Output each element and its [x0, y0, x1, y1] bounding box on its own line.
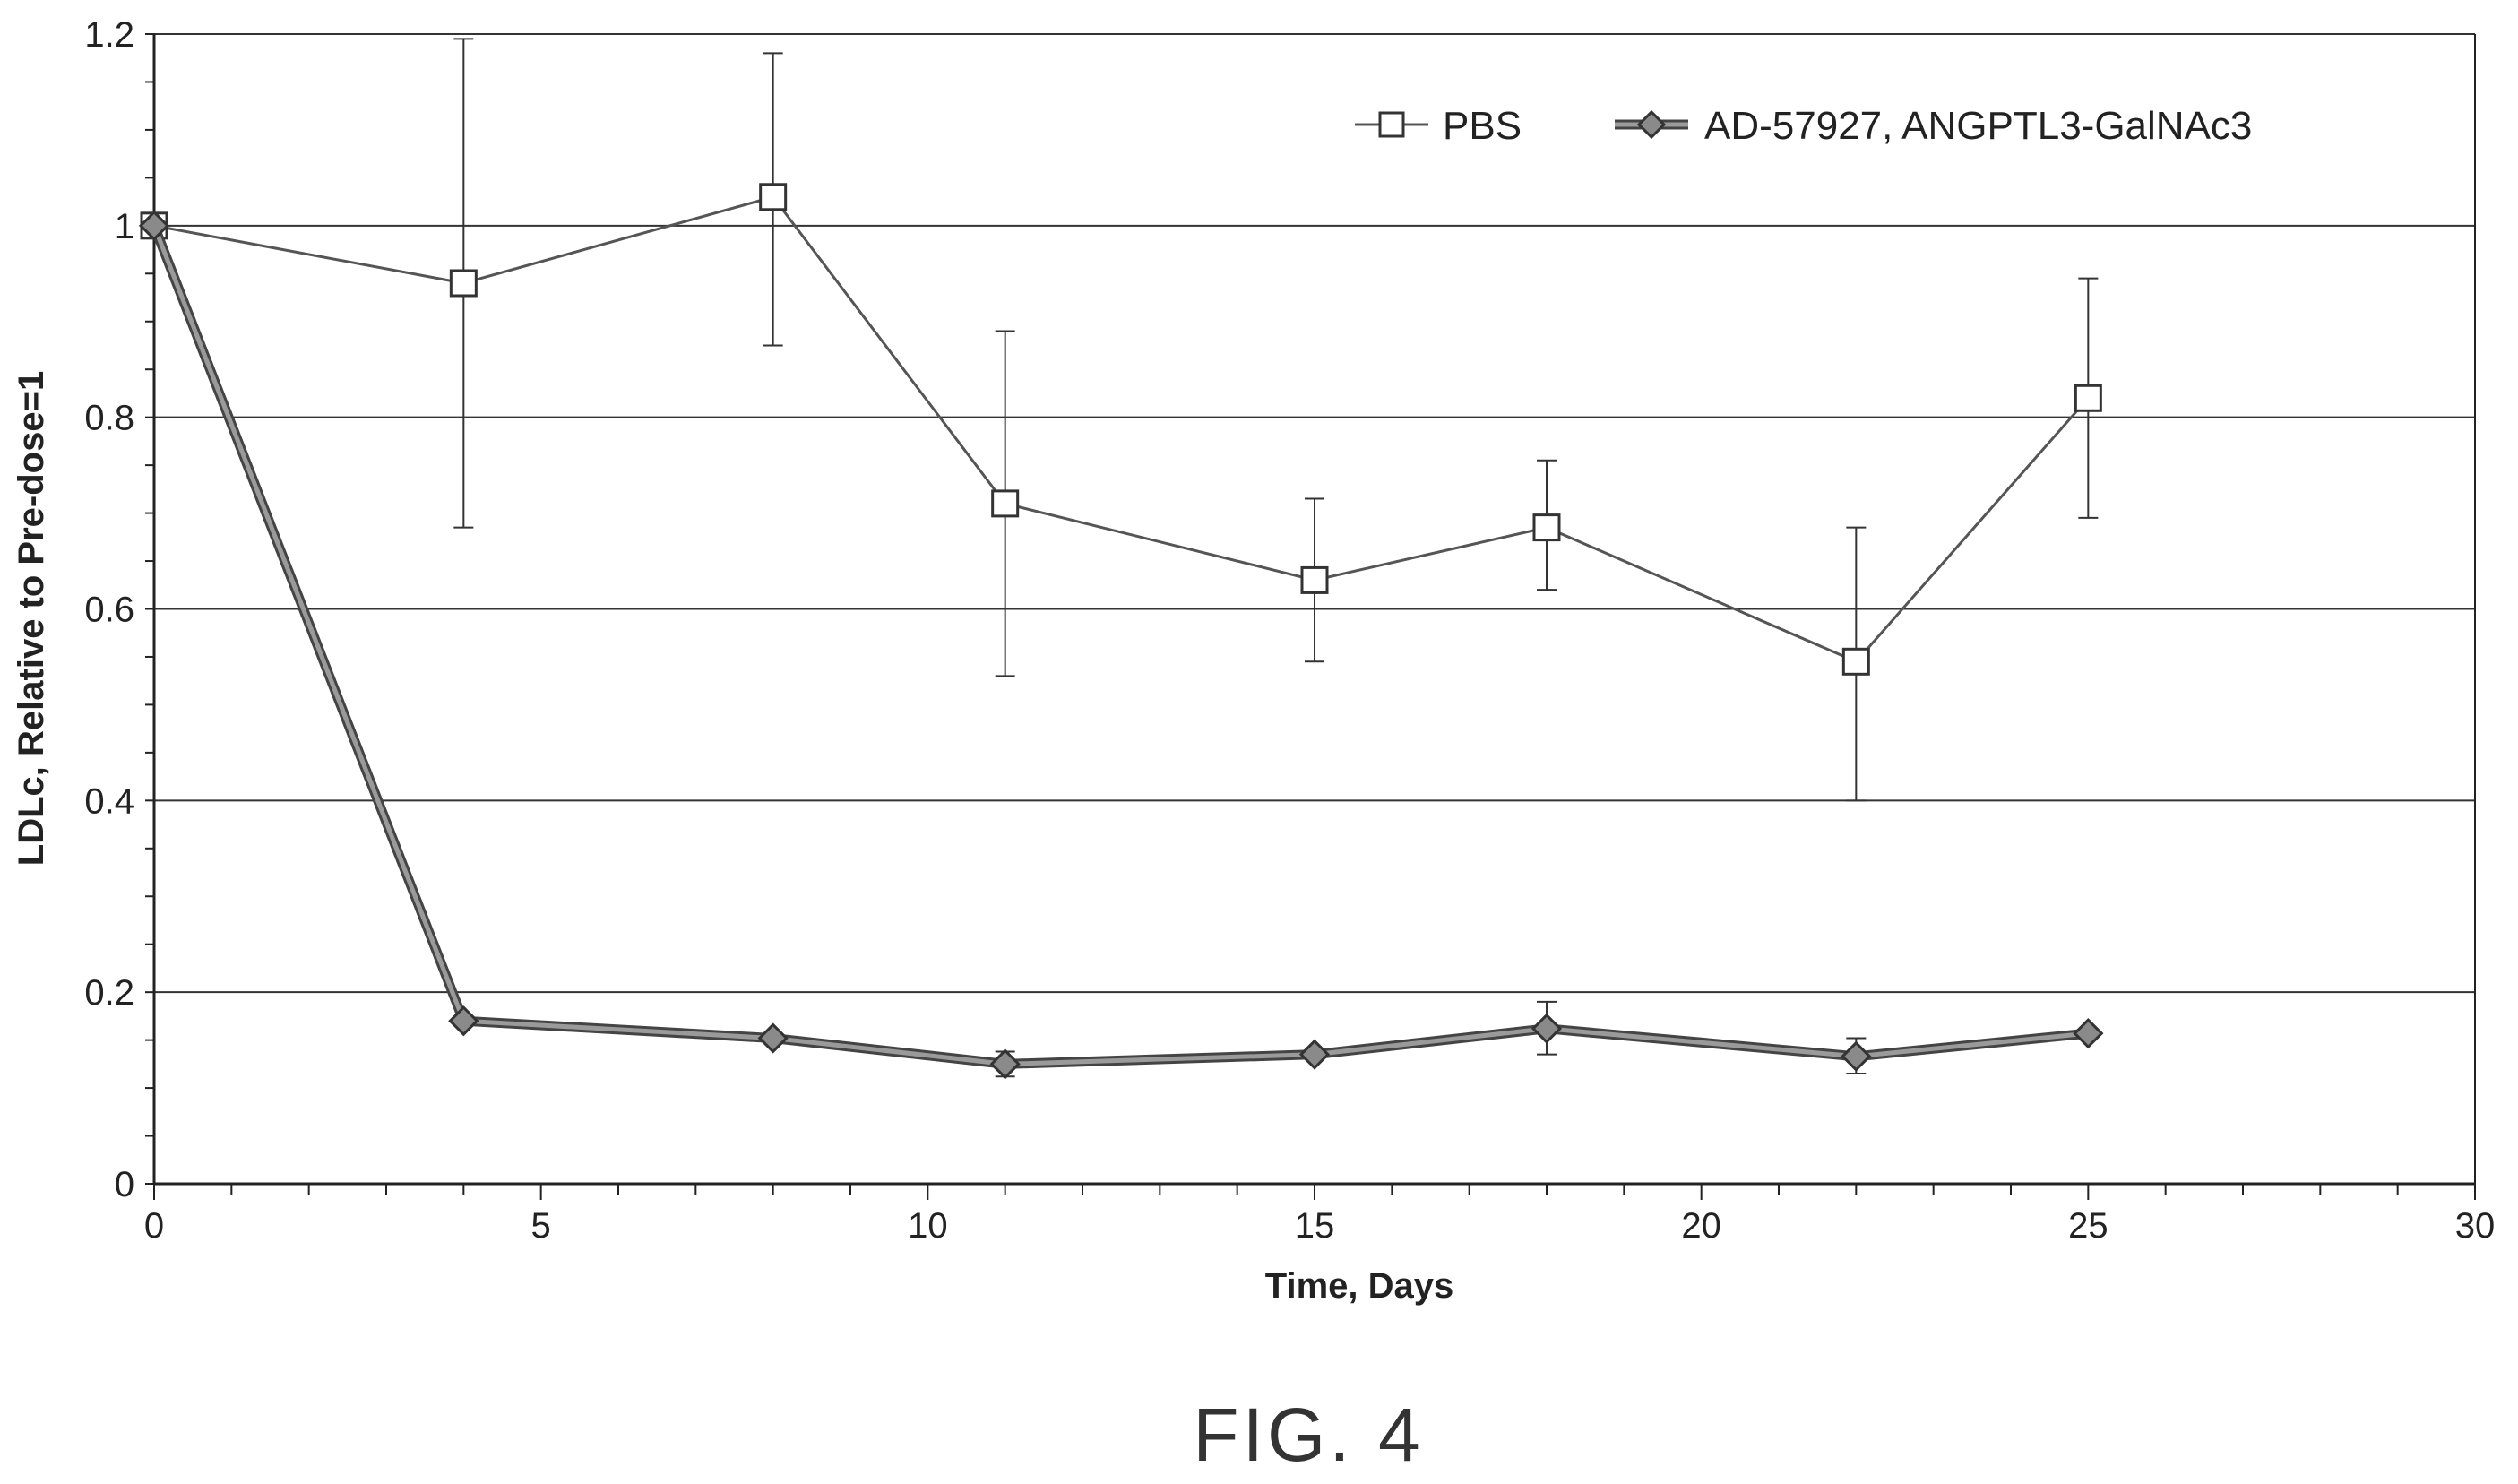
data-point	[1841, 647, 1870, 676]
y-tick-label: 1.2	[84, 15, 134, 55]
y-axis-title: LDLc, Relative to Pre-dose=1	[12, 371, 51, 866]
data-point	[138, 210, 170, 241]
x-tick-labels: 0 5 10 15 20 25 30	[144, 1206, 2495, 1246]
data-point	[449, 269, 478, 298]
y-tick-labels: 0 0.2 0.4 0.6 0.8 1 1.2	[84, 15, 134, 1204]
series-pbs	[140, 38, 2102, 802]
data-point	[757, 1022, 789, 1054]
data-point	[1300, 565, 1329, 594]
x-tick-label: 20	[1681, 1206, 1721, 1246]
data-point	[1841, 1040, 1872, 1072]
data-point	[989, 1048, 1021, 1080]
y-tick-label: 0.4	[84, 781, 134, 821]
series-line	[153, 195, 2090, 664]
data-point	[1531, 1013, 1563, 1044]
x-axis-title: Time, Days	[1265, 1266, 1454, 1306]
series-lines	[138, 38, 2104, 1080]
legend-item-ad-57927: AD-57927, ANGPTL3-GalNAc3	[1615, 104, 2252, 148]
y-tick-label: 0.8	[84, 399, 134, 438]
legend-label: AD-57927, ANGPTL3-GalNAc3	[1704, 104, 2252, 148]
data-point	[2074, 384, 2102, 412]
legend: PBS AD-57927, ANGPTL3-GalNAc3	[1355, 104, 2252, 148]
y-tick-label: 0.2	[84, 973, 134, 1013]
data-point	[448, 1005, 479, 1037]
x-tick-label: 25	[2068, 1206, 2108, 1246]
legend-marker	[1378, 111, 1405, 138]
y-tick-label: 1	[115, 207, 134, 246]
data-point	[759, 183, 788, 211]
data-point	[1532, 513, 1561, 542]
x-tick-label: 5	[531, 1206, 551, 1246]
x-tick-label: 15	[1295, 1206, 1335, 1246]
data-point	[2073, 1018, 2104, 1049]
x-tick-label: 30	[2455, 1206, 2496, 1246]
series-ad-57927	[138, 210, 2104, 1080]
legend-label: PBS	[1443, 104, 1522, 148]
data-point	[1298, 1039, 1331, 1070]
legend-marker	[1636, 109, 1667, 140]
data-point	[991, 489, 1020, 518]
legend-item-pbs: PBS	[1355, 104, 1522, 148]
y-tick-label: 0.6	[84, 591, 134, 630]
series-line-outline	[149, 223, 2089, 1069]
figure-label: FIG. 4	[1193, 1393, 1423, 1477]
y-tick-label: 0	[115, 1165, 134, 1204]
x-tick-label: 10	[908, 1206, 948, 1246]
series-line	[151, 224, 2089, 1066]
x-tick-label: 0	[144, 1206, 164, 1246]
